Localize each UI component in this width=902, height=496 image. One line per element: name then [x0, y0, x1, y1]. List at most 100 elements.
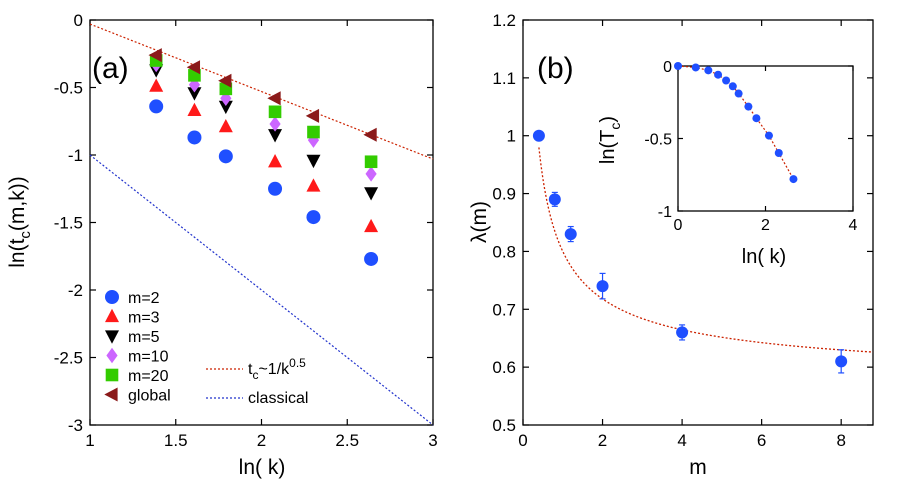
point-m-20: [364, 155, 378, 169]
legend-power-law-mid: ~1/k: [258, 361, 290, 378]
inset-point: [728, 82, 737, 91]
panel-a-y-title-part2: (m,k)): [6, 176, 29, 231]
inset-fit-line: [677, 65, 794, 180]
panel-b-y-tick-label: 1.1: [492, 69, 516, 88]
panel-b-label: (b): [537, 52, 574, 85]
panel-b-y-tick-label: 0.5: [492, 416, 516, 435]
legend-label-m-10: m=10: [128, 349, 169, 366]
inset-point: [734, 89, 743, 98]
point-m-5: [218, 100, 233, 115]
panel-b-y-tick-label: 0.6: [492, 358, 516, 377]
legend-label-classical: classical: [248, 390, 308, 407]
panel-b-points: [532, 129, 848, 374]
panel-a-y-tick-label: -3: [68, 416, 83, 435]
point-m-2: [268, 181, 283, 196]
panel-b-y-tick-label: 1.2: [492, 11, 516, 30]
panel-a-x-tick-label: 1: [85, 431, 94, 450]
panel-a-y-axis-title: ln(tc(m,k)): [6, 176, 34, 268]
point-m-3: [149, 78, 164, 92]
point-m-3: [306, 178, 321, 192]
point-global: [305, 108, 320, 123]
panel-b-x-tick-label: 2: [598, 431, 607, 450]
legend-marker-m-3: [105, 308, 119, 323]
point-m-2: [306, 210, 321, 225]
legend-power-law-sup: 0.5: [289, 356, 306, 370]
inset-point: [722, 76, 731, 85]
legend-marker-m-5: [105, 330, 119, 344]
legend-power-law-t: t: [248, 361, 253, 378]
inset-x-tick-label: 0: [674, 217, 683, 234]
inset-frame: [677, 65, 854, 212]
inset-ticks: 0 2 4 0 -0.5 -1: [644, 59, 857, 234]
inset-y-title-end: ): [597, 116, 619, 123]
lambda-fit-curve: [538, 147, 874, 353]
point-global: [363, 127, 377, 142]
inset-point: [714, 70, 723, 79]
panel-a-legend: tc~1/k0.5 classical m=2 m=3 m=5 m=10 m=20 glo…: [104, 290, 308, 407]
inset-point: [744, 102, 753, 111]
inset-point: [674, 62, 682, 70]
panel-a-y-title-sub: c: [17, 231, 34, 239]
inset-point: [691, 63, 700, 72]
panel-a-x-tick-label: 2: [257, 431, 266, 450]
legend-label-m-3: m=3: [128, 310, 160, 327]
lambda-point: [548, 193, 561, 206]
inset-y-title-sub: c: [607, 123, 623, 130]
point-m-5: [306, 154, 321, 169]
point-global: [267, 91, 281, 106]
inset-fit-path: [677, 65, 794, 180]
panel-b-y-tick-label: 0.8: [492, 242, 516, 261]
panel-a-x-axis-title: ln( k): [239, 456, 286, 479]
point-m-5: [364, 187, 379, 201]
legend-marker-m-2: [105, 290, 119, 304]
panel-a-y-title-part1: ln(t: [6, 238, 29, 267]
panel-b: 0 2 4 6 8 0.5 0.6 0.7 0.8 0.9 1 1.1 1.2 (b) m λ(m) 0…: [468, 11, 874, 479]
panel-a-y-tick-label: -0.5: [54, 79, 83, 98]
panel-a-fit-lines: [89, 23, 434, 426]
legend-marker-global: [104, 387, 118, 402]
inset-y-tick-label: 0: [663, 59, 672, 76]
panel-b-frame: [522, 19, 874, 426]
panel-b-x-tick-label: 4: [677, 431, 686, 450]
lambda-point: [596, 280, 609, 293]
lambda-point: [564, 228, 577, 241]
lambda-point: [676, 326, 689, 339]
legend-power-law-sub: c: [252, 368, 258, 382]
panel-a-y-tick-label: -2: [68, 281, 83, 300]
panel-a: 1 1.5 2 2.5 30-0.5-1-1.5-2-2.5-3 (a) ln( k) …: [6, 11, 438, 479]
panel-a-y-tick-label: -1: [68, 146, 83, 165]
point-m-10: [269, 116, 281, 132]
lambda-point: [835, 355, 848, 368]
point-global: [218, 73, 232, 88]
panel-a-y-tick-label: -1.5: [54, 214, 83, 233]
inset-x-tick-label: 4: [849, 217, 858, 234]
panel-b-ticks: 0 2 4 6 8 0.5 0.6 0.7 0.8 0.9 1 1.1 1.2: [492, 11, 873, 450]
panel-b-y-tick-label: 1: [507, 127, 516, 146]
inset-y-tick-label: -1: [658, 204, 672, 221]
point-m-20: [268, 105, 282, 119]
legend-marker-m-20: [105, 368, 119, 382]
legend-label-m-20: m=20: [128, 368, 169, 385]
panel-a-ticks: 1 1.5 2 2.5 3 0 -0.5 -1 -1.5 -2 -2.5 -3: [54, 11, 438, 450]
point-m-3: [187, 102, 202, 117]
panel-b-x-tick-label: 6: [757, 431, 766, 450]
point-m-10: [307, 132, 320, 148]
point-m-20: [307, 125, 320, 139]
inset-point: [764, 131, 773, 140]
inset-point: [704, 66, 713, 75]
panel-a-x-tick-label: 3: [428, 431, 437, 450]
legend-marker-m-10: [106, 347, 118, 364]
inset-point: [752, 114, 761, 123]
inset-y-title-base: ln(T: [597, 130, 619, 164]
panel-b-fit-curve: [538, 147, 874, 353]
panel-b-y-tick-label: 0.9: [492, 185, 516, 204]
inset-point: [789, 175, 798, 184]
panel-a-x-tick-label: 1.5: [164, 431, 188, 450]
inset-y-axis-title: ln(Tc): [597, 116, 623, 164]
inset-y-tick-label: -0.5: [644, 132, 672, 149]
legend-label-power-law: tc~1/k0.5: [248, 356, 306, 382]
panel-a-y-tick-label: 0: [74, 11, 83, 30]
panel-b-x-tick-label: 0: [518, 431, 527, 450]
point-m-2: [364, 251, 379, 266]
